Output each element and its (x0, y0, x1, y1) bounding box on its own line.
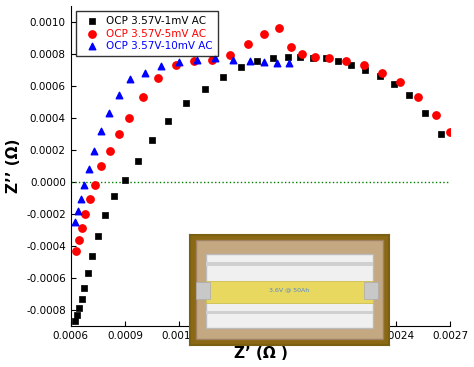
OCP 3.57V-1mV AC (101, 212, 109, 218)
OCP 3.57V-10mV AC (175, 59, 183, 65)
OCP 3.57V-1mV AC (121, 177, 129, 183)
OCP 3.57V-1mV AC (405, 92, 412, 98)
OCP 3.57V-5mV AC (73, 248, 80, 254)
OCP 3.57V-5mV AC (226, 52, 234, 58)
OCP 3.57V-5mV AC (91, 182, 99, 188)
OCP 3.57V-5mV AC (288, 44, 295, 50)
OCP 3.57V-10mV AC (157, 63, 165, 69)
OCP 3.57V-1mV AC (84, 270, 91, 276)
OCP 3.57V-5mV AC (447, 129, 454, 135)
OCP 3.57V-5mV AC (275, 25, 283, 31)
OCP 3.57V-5mV AC (311, 54, 319, 60)
OCP 3.57V-1mV AC (297, 54, 304, 60)
OCP 3.57V-5mV AC (126, 115, 133, 121)
OCP 3.57V-5mV AC (360, 62, 367, 68)
OCP 3.57V-5mV AC (106, 148, 113, 154)
OCP 3.57V-1mV AC (73, 312, 81, 318)
OCP 3.57V-5mV AC (414, 94, 422, 100)
OCP 3.57V-5mV AC (75, 237, 82, 243)
OCP 3.57V-5mV AC (342, 58, 349, 64)
Legend: OCP 3.57V-1mV AC, OCP 3.57V-5mV AC, OCP 3.57V-10mV AC: OCP 3.57V-1mV AC, OCP 3.57V-5mV AC, OCP … (76, 11, 218, 57)
OCP 3.57V-1mV AC (94, 233, 101, 239)
OCP 3.57V-1mV AC (284, 54, 292, 60)
X-axis label: Z’ (Ω ): Z’ (Ω ) (234, 346, 288, 361)
OCP 3.57V-10mV AC (286, 60, 293, 66)
OCP 3.57V-5mV AC (326, 55, 333, 61)
OCP 3.57V-10mV AC (246, 58, 254, 64)
Bar (206, 254, 373, 328)
OCP 3.57V-10mV AC (97, 128, 104, 134)
OCP 3.57V-1mV AC (309, 55, 317, 61)
OCP 3.57V-1mV AC (76, 305, 83, 311)
OCP 3.57V-5mV AC (396, 80, 403, 86)
Text: 3.6V @ 50Ah: 3.6V @ 50Ah (269, 287, 309, 292)
OCP 3.57V-10mV AC (229, 57, 237, 63)
OCP 3.57V-1mV AC (164, 118, 172, 124)
OCP 3.57V-10mV AC (91, 148, 98, 153)
OCP 3.57V-5mV AC (298, 51, 306, 57)
OCP 3.57V-5mV AC (82, 211, 89, 217)
OCP 3.57V-1mV AC (148, 137, 156, 143)
OCP 3.57V-10mV AC (85, 166, 92, 172)
OCP 3.57V-5mV AC (98, 163, 105, 169)
Bar (364, 282, 378, 299)
OCP 3.57V-1mV AC (81, 285, 88, 291)
OCP 3.57V-5mV AC (432, 112, 440, 117)
Bar (196, 282, 210, 299)
OCP 3.57V-1mV AC (322, 55, 329, 61)
OCP 3.57V-1mV AC (134, 158, 141, 164)
OCP 3.57V-5mV AC (244, 41, 252, 47)
Y-axis label: Z’’ (Ω): Z’’ (Ω) (6, 139, 20, 193)
OCP 3.57V-10mV AC (193, 57, 201, 63)
OCP 3.57V-10mV AC (141, 70, 149, 76)
OCP 3.57V-5mV AC (378, 70, 385, 76)
OCP 3.57V-1mV AC (72, 318, 79, 324)
OCP 3.57V-5mV AC (260, 32, 268, 37)
OCP 3.57V-5mV AC (139, 94, 147, 100)
OCP 3.57V-1mV AC (89, 252, 96, 258)
OCP 3.57V-1mV AC (110, 193, 118, 199)
OCP 3.57V-1mV AC (335, 58, 342, 64)
OCP 3.57V-1mV AC (391, 81, 398, 87)
OCP 3.57V-5mV AC (86, 196, 93, 202)
OCP 3.57V-10mV AC (273, 60, 281, 66)
OCP 3.57V-5mV AC (172, 62, 179, 68)
OCP 3.57V-1mV AC (237, 64, 245, 70)
OCP 3.57V-5mV AC (208, 57, 216, 63)
Bar (206, 262, 373, 266)
OCP 3.57V-1mV AC (362, 67, 369, 73)
OCP 3.57V-10mV AC (211, 55, 219, 61)
OCP 3.57V-1mV AC (269, 55, 277, 61)
OCP 3.57V-10mV AC (74, 208, 82, 214)
OCP 3.57V-10mV AC (77, 196, 84, 202)
OCP 3.57V-1mV AC (347, 62, 355, 68)
OCP 3.57V-1mV AC (78, 296, 85, 302)
OCP 3.57V-10mV AC (115, 92, 122, 98)
OCP 3.57V-1mV AC (376, 73, 383, 79)
Bar (206, 281, 373, 303)
OCP 3.57V-5mV AC (78, 225, 85, 231)
OCP 3.57V-1mV AC (201, 86, 208, 92)
OCP 3.57V-1mV AC (219, 74, 227, 80)
OCP 3.57V-10mV AC (81, 182, 88, 188)
OCP 3.57V-10mV AC (105, 110, 112, 116)
OCP 3.57V-5mV AC (190, 58, 198, 64)
OCP 3.57V-10mV AC (260, 59, 268, 65)
OCP 3.57V-5mV AC (155, 75, 162, 81)
OCP 3.57V-1mV AC (182, 100, 190, 106)
OCP 3.57V-1mV AC (421, 110, 429, 116)
OCP 3.57V-1mV AC (253, 58, 261, 64)
OCP 3.57V-10mV AC (127, 76, 134, 82)
Bar (206, 311, 373, 314)
OCP 3.57V-10mV AC (72, 219, 79, 225)
OCP 3.57V-1mV AC (438, 131, 445, 137)
OCP 3.57V-5mV AC (115, 131, 122, 137)
